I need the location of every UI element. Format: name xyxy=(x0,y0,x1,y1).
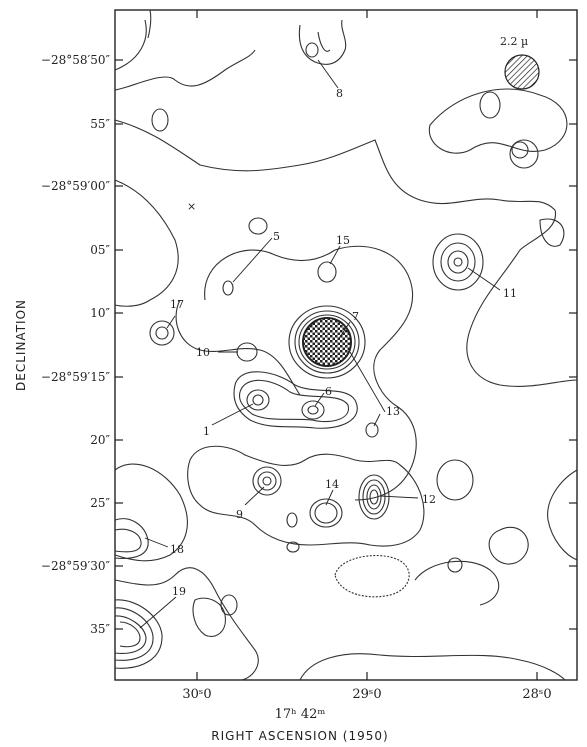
source-label: 5 xyxy=(273,230,280,243)
source-label: 11 xyxy=(503,287,517,300)
ra-tick-label: 29ˢ0 xyxy=(352,687,381,702)
dec-tick-labels: −28°58′50″ 55″ −28°59′00″ 05″ 10″ −28°59… xyxy=(41,53,111,636)
beam-label: 2.2 µ xyxy=(500,35,528,48)
dec-tick-label: 55″ xyxy=(90,117,110,131)
source-label: 7 xyxy=(352,310,359,323)
dec-axis-title: DECLINATION xyxy=(14,299,28,391)
dec-tick-label: 20″ xyxy=(90,433,110,447)
contour-lines xyxy=(114,9,578,681)
plot-frame xyxy=(114,9,578,681)
ra-hour-label: 17ʰ 42ᵐ xyxy=(275,707,326,722)
source-7-core xyxy=(302,317,352,367)
source-label: 14 xyxy=(325,478,339,491)
dec-tick-label: 35″ xyxy=(90,622,110,636)
beam-ellipse xyxy=(504,54,540,90)
source-label: 13 xyxy=(386,405,400,418)
ra-tick-label: 28ˢ0 xyxy=(522,687,551,702)
dec-tick-label: −28°59′00″ xyxy=(41,179,111,193)
ra-axis-title: RIGHT ASCENSION (1950) xyxy=(211,729,388,743)
source-label: 1 xyxy=(203,425,210,438)
source-label: 10 xyxy=(196,346,210,359)
source-label: 9 xyxy=(236,508,243,521)
ra-tick-labels: 30ˢ0 29ˢ0 28ˢ0 xyxy=(182,687,551,702)
ra-tick-label: 30ˢ0 xyxy=(182,687,211,702)
cross-marker: × xyxy=(187,200,196,213)
source-label: 12 xyxy=(422,493,436,506)
dec-ticks xyxy=(115,59,577,630)
source-label: 6 xyxy=(325,385,332,398)
dec-tick-label: −28°59′30″ xyxy=(41,559,111,573)
dec-tick-label: −28°58′50″ xyxy=(41,53,111,67)
ra-ticks xyxy=(196,10,538,680)
source-label: 18 xyxy=(170,543,184,556)
dec-tick-label: 10″ xyxy=(90,306,110,320)
source-label: 8 xyxy=(336,87,343,100)
source-labels: 8 5 15 11 7 17 10 6 1 13 9 14 12 18 19 xyxy=(139,59,517,629)
source-label: 17 xyxy=(170,298,184,311)
dec-tick-label: 05″ xyxy=(90,243,110,257)
dec-tick-label: −28°59′15″ xyxy=(41,370,111,384)
source-label: 15 xyxy=(336,234,350,247)
source-label: 19 xyxy=(172,585,186,598)
dec-tick-label: 25″ xyxy=(90,496,110,510)
